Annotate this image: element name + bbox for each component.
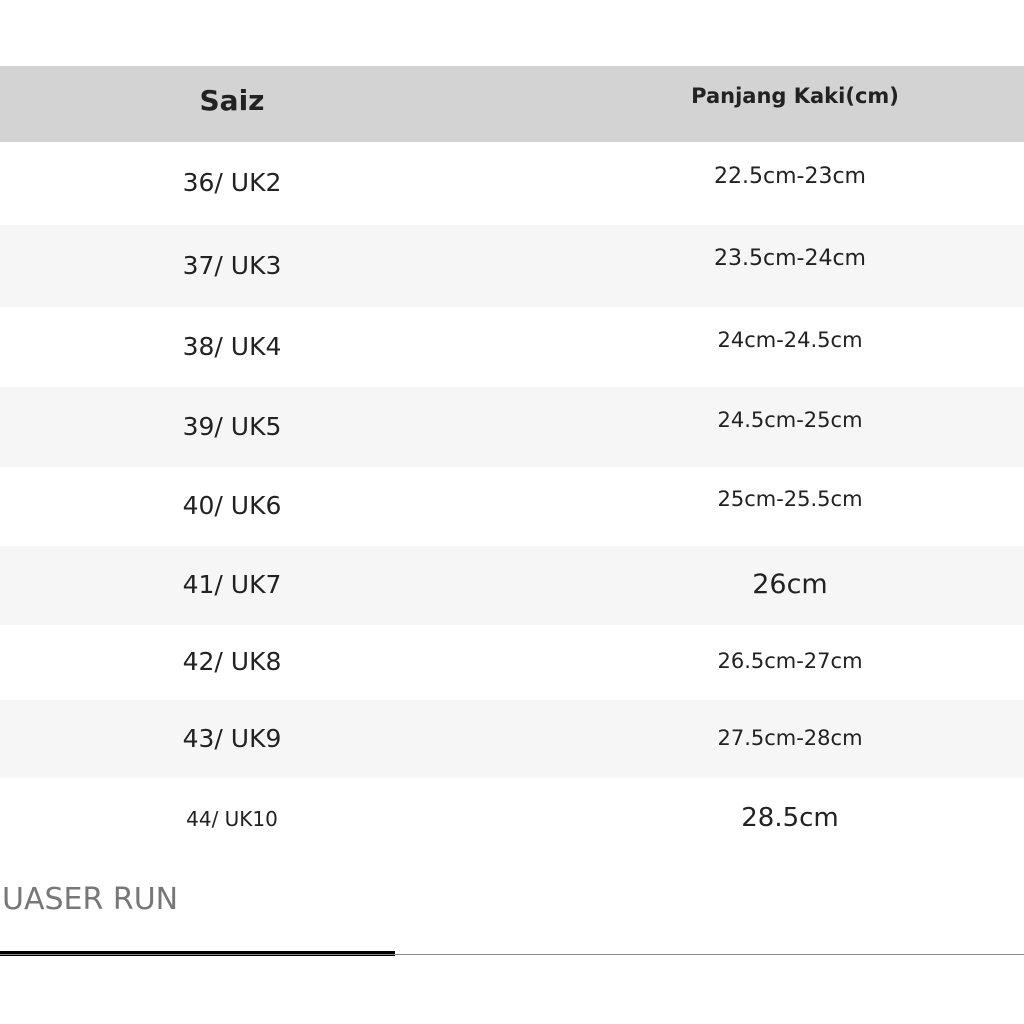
size-cell: 41/ UK7 — [182, 570, 282, 599]
table-row: 44/ UK10 28.5cm — [0, 778, 1024, 860]
size-cell: 37/ UK3 — [182, 250, 282, 280]
size-cell: 40/ UK6 — [182, 491, 282, 520]
table-row: 41/ UK7 26cm — [0, 546, 1024, 625]
table-header: Saiz Panjang Kaki(cm) — [0, 66, 1024, 142]
divider-thick — [0, 951, 395, 956]
size-cell: 38/ UK4 — [182, 331, 282, 361]
table-row: 40/ UK6 25cm-25.5cm — [0, 467, 1024, 546]
table-row: 37/ UK3 23.5cm-24cm — [0, 225, 1024, 307]
table-row: 39/ UK5 24.5cm-25cm — [0, 387, 1024, 467]
foot-length-cell: 26cm — [752, 568, 828, 600]
size-cell: 39/ UK5 — [182, 411, 282, 441]
foot-length-cell: 27.5cm-28cm — [717, 725, 863, 750]
table-row: 42/ UK8 26.5cm-27cm — [0, 625, 1024, 700]
table-row: 36/ UK2 22.5cm-23cm — [0, 142, 1024, 225]
size-cell: 44/ UK10 — [186, 806, 278, 831]
size-cell: 36/ UK2 — [182, 168, 282, 197]
brand-text: UASER RUN — [2, 882, 179, 917]
size-cell: 43/ UK9 — [182, 723, 282, 753]
foot-length-cell: 28.5cm — [741, 802, 839, 833]
divider-line — [0, 954, 1024, 955]
foot-length-cell: 24cm-24.5cm — [717, 327, 863, 352]
foot-length-cell: 22.5cm-23cm — [714, 163, 866, 189]
foot-length-cell: 24.5cm-25cm — [717, 407, 863, 432]
table-row: 38/ UK4 24cm-24.5cm — [0, 307, 1024, 387]
header-size: Saiz — [199, 84, 265, 117]
table-row: 43/ UK9 27.5cm-28cm — [0, 700, 1024, 778]
header-foot-length: Panjang Kaki(cm) — [691, 84, 899, 108]
foot-length-cell: 25cm-25.5cm — [717, 487, 863, 512]
foot-length-cell: 26.5cm-27cm — [717, 649, 863, 674]
foot-length-cell: 23.5cm-24cm — [714, 246, 866, 272]
size-cell: 42/ UK8 — [182, 647, 282, 676]
